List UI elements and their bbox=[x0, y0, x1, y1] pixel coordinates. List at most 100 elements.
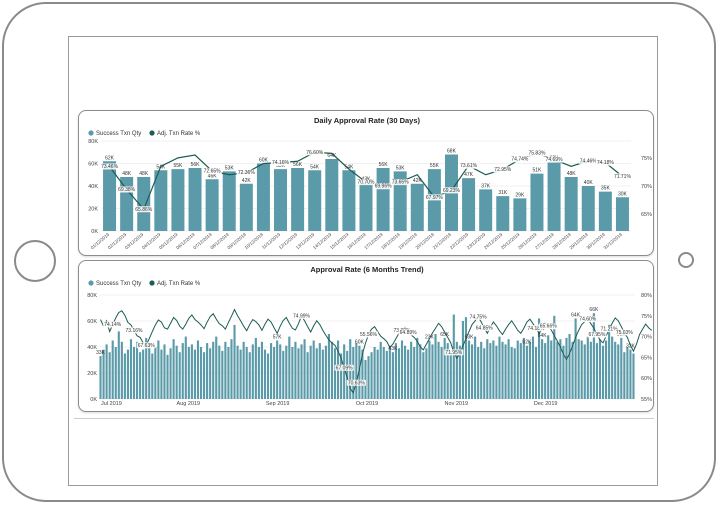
bar bbox=[394, 343, 397, 399]
y-right-tick-label: 55% bbox=[641, 397, 652, 403]
bar bbox=[157, 340, 160, 399]
bar bbox=[318, 343, 321, 399]
rate-data-label-bg bbox=[134, 206, 154, 213]
divider bbox=[74, 418, 654, 419]
bar bbox=[212, 341, 215, 399]
bar bbox=[538, 318, 541, 399]
bar bbox=[556, 341, 559, 399]
bar bbox=[413, 347, 416, 399]
bar bbox=[513, 348, 516, 399]
bar bbox=[136, 341, 139, 399]
bar bbox=[595, 343, 598, 399]
bar bbox=[260, 341, 263, 399]
bar bbox=[123, 353, 126, 399]
bar bbox=[489, 343, 492, 399]
bar bbox=[306, 352, 309, 399]
y-left-tick-label: 60K bbox=[87, 319, 97, 325]
rate-data-label: 67.95% bbox=[587, 331, 607, 338]
rate-data-label: 70.63% bbox=[346, 379, 366, 386]
rate-data-label-bg bbox=[124, 327, 144, 334]
bar bbox=[340, 353, 343, 399]
bar bbox=[446, 343, 449, 399]
bar bbox=[187, 347, 190, 399]
bar bbox=[574, 318, 577, 399]
bar bbox=[541, 339, 544, 399]
y-right-tick-label: 75% bbox=[641, 314, 652, 320]
bar bbox=[308, 170, 322, 231]
tablet-home-button[interactable] bbox=[14, 240, 56, 282]
bar bbox=[458, 345, 461, 399]
bar bbox=[615, 197, 629, 231]
bar bbox=[108, 352, 111, 399]
bar bbox=[571, 341, 574, 399]
bar bbox=[495, 345, 498, 399]
rate-data-label-bg bbox=[373, 183, 393, 190]
rate-data-label-bg bbox=[236, 169, 256, 176]
bar bbox=[530, 173, 544, 231]
bar bbox=[154, 347, 157, 399]
bar bbox=[483, 348, 486, 399]
rate-data-label-bg bbox=[270, 159, 291, 166]
rate-data-label-bg bbox=[544, 156, 564, 163]
bar bbox=[583, 344, 586, 399]
bar-data-label: 53K bbox=[396, 165, 406, 171]
bar bbox=[193, 349, 196, 399]
rate-data-label-bg bbox=[424, 194, 444, 201]
bar bbox=[464, 317, 468, 399]
rate-data-label-bg bbox=[578, 316, 598, 323]
bar-data-label: 66K bbox=[589, 307, 599, 313]
bar bbox=[598, 339, 602, 399]
bar bbox=[188, 168, 202, 231]
bar bbox=[111, 340, 114, 399]
bar bbox=[376, 349, 379, 399]
bar-data-label: 43K bbox=[388, 346, 398, 352]
bar bbox=[196, 340, 200, 399]
rate-data-label-text: 75.03% bbox=[616, 330, 634, 336]
bar bbox=[285, 345, 288, 399]
bar bbox=[553, 315, 556, 399]
bar bbox=[598, 191, 612, 231]
rate-data-label: 55.56% bbox=[358, 331, 379, 338]
bar bbox=[486, 339, 489, 399]
y-right-tick-label: 70% bbox=[641, 184, 652, 190]
rate-data-label-text: 67.63% bbox=[138, 343, 156, 349]
rate-data-label-bg bbox=[538, 323, 558, 330]
bar bbox=[592, 313, 595, 399]
rate-data-label-bg bbox=[334, 364, 354, 371]
bar bbox=[114, 347, 117, 399]
rate-data-label-text: 74.99% bbox=[293, 313, 311, 319]
bar-data-label: 46K bbox=[208, 173, 218, 179]
bar bbox=[605, 340, 608, 399]
rate-data-label: 73.16% bbox=[124, 327, 144, 334]
x-tick-label: Jul 2019 bbox=[101, 401, 122, 407]
bar bbox=[206, 343, 209, 399]
bar-data-label: 37K bbox=[481, 183, 491, 189]
bar bbox=[355, 343, 358, 399]
rate-data-label-text: 71.21% bbox=[601, 327, 619, 333]
bar bbox=[559, 339, 562, 399]
bar-data-label: 51K bbox=[533, 168, 543, 174]
bar bbox=[614, 341, 617, 399]
bar bbox=[312, 340, 315, 399]
rate-data-label: 72.65% bbox=[202, 168, 222, 175]
rate-data-label-text: 65.86% bbox=[135, 207, 153, 213]
bar bbox=[404, 345, 407, 399]
bar bbox=[367, 356, 370, 399]
bar-data-label: 54K bbox=[156, 164, 166, 170]
bar-data-label: 56K bbox=[191, 162, 201, 168]
rate-data-label-bg bbox=[444, 349, 464, 356]
bar bbox=[203, 352, 206, 399]
daily-approval-chart: Daily Approval Rate (30 Days) Success Tx… bbox=[88, 116, 652, 250]
bar bbox=[221, 350, 224, 399]
bar bbox=[623, 352, 626, 399]
y-right-tick-label: 60% bbox=[641, 376, 652, 382]
rate-data-label: 71.21% bbox=[599, 326, 619, 333]
bar bbox=[333, 348, 337, 399]
six-month-approval-chart-panel: Approval Rate (6 Months Trend) Success T… bbox=[78, 260, 654, 412]
bar bbox=[273, 347, 276, 399]
bar bbox=[382, 347, 385, 399]
daily-approval-chart-panel: Daily Approval Rate (30 Days) Success Tx… bbox=[78, 110, 654, 256]
rate-data-label-text: 75.83% bbox=[528, 151, 546, 157]
bar-data-label: 47K bbox=[464, 172, 474, 178]
rate-data-label: 73.61% bbox=[458, 162, 479, 169]
